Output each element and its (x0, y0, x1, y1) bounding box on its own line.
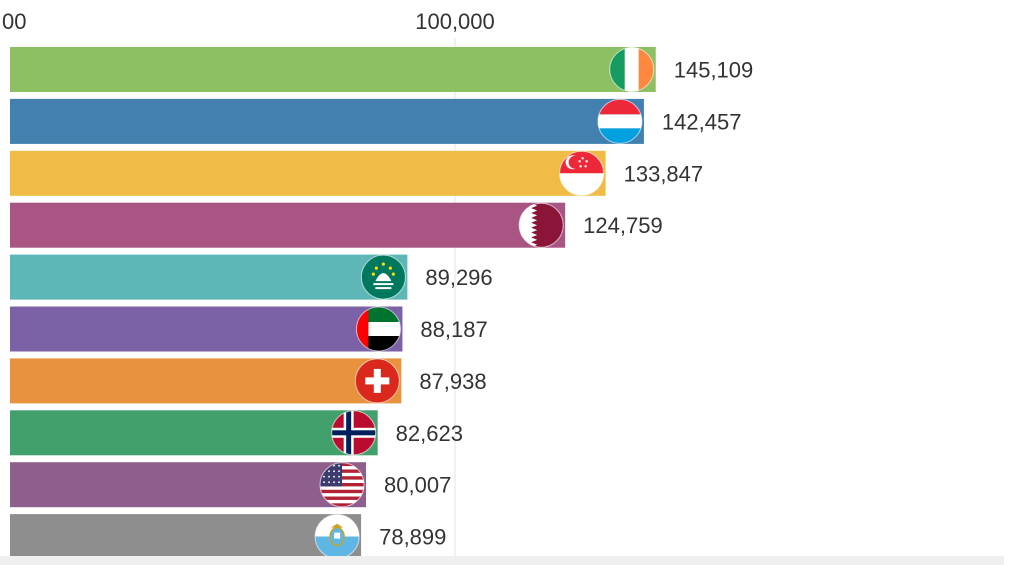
san-marino-flag-icon (314, 514, 360, 560)
bar-singapore (10, 150, 606, 196)
value-labels: 145,109 142,457 133,847 124,759 89,296 88,187… (379, 58, 753, 550)
bottom-strip (0, 556, 1004, 565)
value-label: 82,623 (396, 421, 463, 446)
bar-united-arab-emirates (10, 306, 403, 352)
norway-flag-icon (331, 410, 377, 456)
usa-flag-icon (319, 462, 365, 508)
x-tick-label: 100,000 (415, 9, 495, 34)
value-label: 145,109 (674, 58, 754, 83)
bar-ireland (10, 47, 656, 92)
switzerland-flag-icon (354, 358, 400, 404)
bar-qatar (10, 202, 566, 248)
ireland-flag-icon (609, 47, 655, 92)
value-label: 142,457 (662, 109, 742, 134)
x-tick-label: 00 (2, 9, 26, 34)
value-label: 80,007 (384, 473, 451, 498)
bar-switzerland (10, 358, 402, 404)
value-label: 124,759 (583, 213, 663, 238)
bar-united-states (10, 462, 367, 508)
singapore-flag-icon (559, 150, 605, 196)
luxembourg-flag-icon (597, 98, 643, 144)
bar-san-marino (10, 514, 362, 560)
macao-flag-icon (360, 254, 406, 300)
qatar-flag-icon (518, 202, 564, 248)
value-label: 133,847 (624, 161, 704, 186)
value-label: 87,938 (419, 369, 486, 394)
bar-luxembourg (10, 98, 644, 144)
uae-flag-icon (355, 306, 401, 352)
value-label: 78,899 (379, 525, 446, 550)
value-label: 88,187 (420, 317, 487, 342)
bar-macao (10, 254, 408, 300)
flags (314, 47, 655, 560)
bar-norway (10, 410, 378, 456)
bars (10, 47, 656, 560)
x-axis-ticks: 00 100,000 (2, 9, 495, 34)
value-label: 89,296 (425, 265, 492, 290)
